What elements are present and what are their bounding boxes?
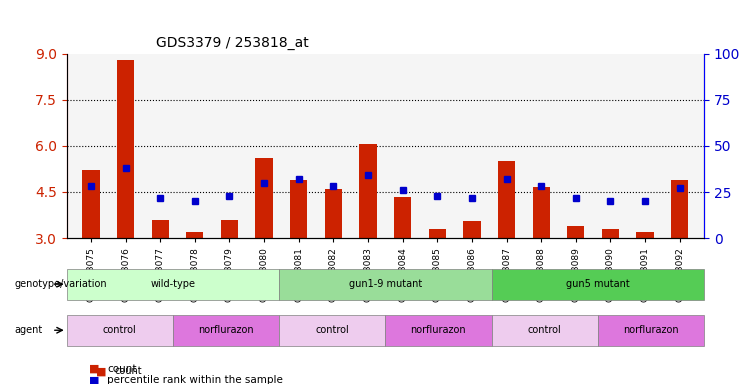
Bar [82,170,99,238]
Bar [152,220,169,238]
Text: gun5 mutant: gun5 mutant [566,279,630,289]
Bar [186,232,204,238]
Text: ■: ■ [89,364,99,374]
Bar [359,144,376,238]
Bar [117,60,134,238]
Bar [221,220,238,238]
Bar [394,197,411,238]
Text: ■: ■ [96,366,107,376]
Bar [290,180,308,238]
Bar [428,229,446,238]
Text: norflurazon: norflurazon [411,325,466,335]
Bar [325,189,342,238]
Text: wild-type: wild-type [150,279,196,289]
Text: count: count [115,366,142,376]
Bar [671,180,688,238]
Text: agent: agent [15,325,43,335]
Bar [533,187,550,238]
Text: GDS3379 / 253818_at: GDS3379 / 253818_at [156,36,309,50]
Text: gun1-9 mutant: gun1-9 mutant [349,279,422,289]
Text: norflurazon: norflurazon [623,325,679,335]
Text: control: control [103,325,136,335]
Bar [256,158,273,238]
Text: percentile rank within the sample: percentile rank within the sample [107,375,283,384]
Bar [463,221,481,238]
Bar [637,232,654,238]
Text: control: control [316,325,349,335]
Text: control: control [528,325,562,335]
Bar [567,226,585,238]
Bar [602,229,619,238]
Text: count: count [107,364,137,374]
Text: norflurazon: norflurazon [198,325,254,335]
Text: ■: ■ [89,375,99,384]
Bar [498,161,515,238]
Text: genotype/variation: genotype/variation [15,279,107,289]
